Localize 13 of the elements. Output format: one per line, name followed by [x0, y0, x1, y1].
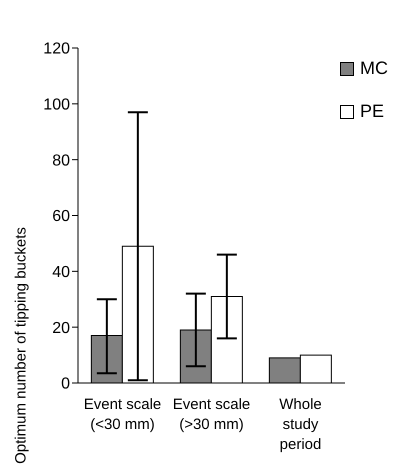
- y-tick-label: 0: [61, 376, 70, 393]
- x-tick-label: Whole study period: [279, 396, 322, 453]
- y-tick-label: 100: [43, 96, 70, 114]
- y-axis-title: Optimum number of tipping buckets: [12, 227, 30, 464]
- x-tick-label: Event scale (>30 mm): [172, 396, 250, 433]
- y-tick-label: 80: [52, 152, 70, 170]
- legend-label: PE: [360, 101, 384, 122]
- y-tick-label: 60: [52, 208, 70, 226]
- y-tick-label: 40: [52, 264, 70, 282]
- legend-label: MC: [360, 58, 388, 79]
- y-tick-label: 20: [52, 320, 70, 337]
- x-tick-label: Event scale (<30 mm): [84, 396, 162, 433]
- y-tick-label: 120: [43, 40, 70, 58]
